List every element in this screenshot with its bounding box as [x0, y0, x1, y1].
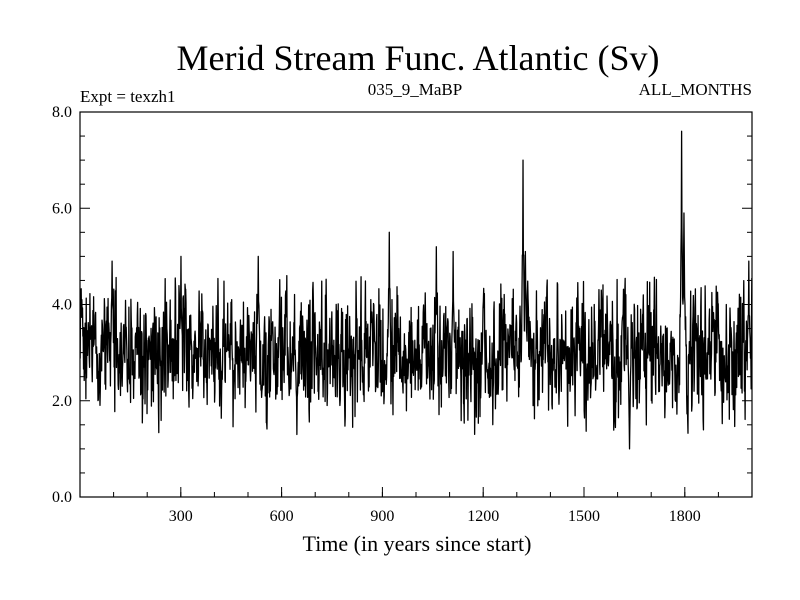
y-tick-label: 4.0	[52, 297, 72, 314]
x-tick-label: 1200	[467, 508, 499, 525]
y-tick-label: 0.0	[52, 489, 72, 506]
plot-area: 300 600 900 1200 1500 1800 0.0 2.0 4.0 6.0 8.0	[52, 104, 753, 525]
x-tick-label: 1500	[568, 508, 600, 525]
x-axis-label: Time (in years since start)	[303, 531, 532, 556]
experiment-label: Expt = texzh1	[80, 87, 176, 106]
x-tick-label: 900	[370, 508, 394, 525]
chart-title: Merid Stream Func. Atlantic (Sv)	[177, 38, 660, 78]
y-tick-label: 2.0	[52, 393, 72, 410]
months-label: ALL_MONTHS	[639, 80, 752, 99]
y-tick-label: 6.0	[52, 200, 72, 217]
plot-frame	[79, 111, 753, 498]
x-tick-label: 1800	[669, 508, 701, 525]
series-line	[79, 130, 753, 450]
x-tick-label: 600	[270, 508, 294, 525]
y-tick-label: 8.0	[52, 104, 72, 121]
x-tick-label: 300	[169, 508, 193, 525]
run-label: 035_9_MaBP	[368, 80, 462, 99]
